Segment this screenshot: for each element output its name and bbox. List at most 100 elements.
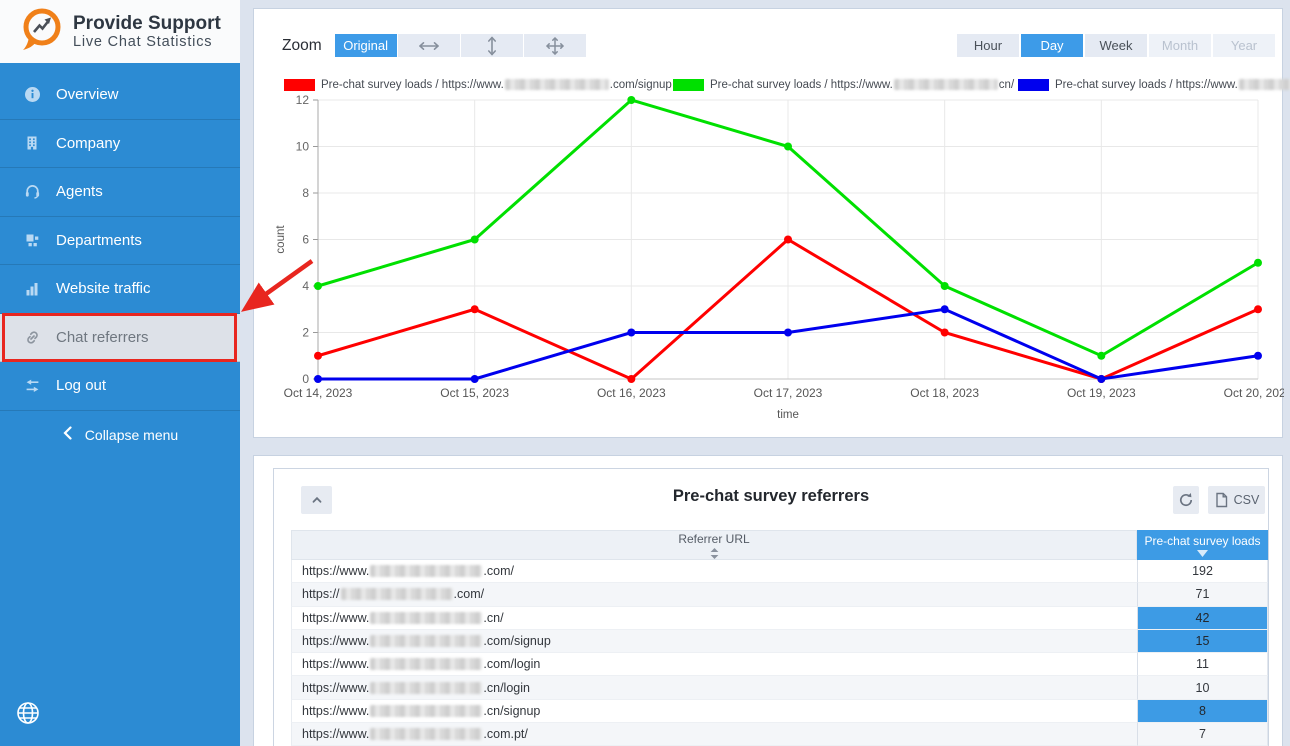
sidebar-item-company[interactable]: Company xyxy=(0,120,240,168)
redacted-url-segment xyxy=(893,79,998,91)
sidebar-item-label: Company xyxy=(56,134,121,152)
table-row: https://www. .cn/signup 8 xyxy=(291,699,1268,724)
legend-item[interactable]: Pre-chat survey loads / https://www. .com… xyxy=(284,79,672,91)
refresh-icon xyxy=(1179,493,1193,507)
sidebar-item-agents[interactable]: Agents xyxy=(0,168,240,217)
redacted-url-segment xyxy=(370,611,483,624)
sidebar-item-log-out[interactable]: Log out xyxy=(0,362,240,411)
link-icon xyxy=(23,328,41,346)
referrer-url-cell: https://.com/ xyxy=(291,583,1137,607)
referrer-url-cell: https://www. .com/ xyxy=(291,560,1137,584)
bar-chart-icon xyxy=(23,280,41,298)
svg-text:Oct 20, 2023: Oct 20, 2023 xyxy=(1224,386,1284,400)
sidebar-item-label: Departments xyxy=(56,231,142,249)
table-row: https://www. .cn/42 xyxy=(291,606,1268,630)
survey-loads-cell: 192 xyxy=(1137,560,1268,584)
sidebar-item-label: Chat referrers xyxy=(56,328,149,346)
svg-text:Oct 19, 2023: Oct 19, 2023 xyxy=(1067,386,1136,400)
main-content: Zoom Original Hour Day Week Month Year Pre-c… xyxy=(240,0,1290,746)
svg-text:10: 10 xyxy=(296,140,310,154)
table-row: https://www. .com/192 xyxy=(291,560,1268,584)
departments-icon xyxy=(23,231,41,249)
sidebar-item-label: Agents xyxy=(56,183,103,201)
survey-loads-cell: 7 xyxy=(1137,723,1268,746)
logout-icon xyxy=(23,377,41,395)
sidebar-nav: Overview Company Agents Departments Website … xyxy=(0,71,240,411)
survey-loads-cell: 42 xyxy=(1137,606,1268,630)
zoom-free-icon xyxy=(545,36,565,56)
survey-loads-cell: 11 xyxy=(1137,653,1268,677)
line-chart[interactable]: 0 2 4 6 8 10 12 Oct 14, 2023 Oct 15, 2023 Oct 16,… xyxy=(254,94,1284,434)
table-panel: Pre-chat survey referrers CSV xyxy=(253,455,1283,746)
referrer-url-cell: https://www. .cn/login xyxy=(291,676,1137,700)
sidebar-item-label: Website traffic xyxy=(56,280,151,298)
panel-collapse-button[interactable] xyxy=(301,486,332,514)
redacted-url-segment xyxy=(370,565,483,578)
zoom-label: Zoom xyxy=(282,36,322,54)
chevron-up-icon xyxy=(312,496,321,503)
table-title: Pre-chat survey referrers xyxy=(672,487,870,505)
app-logo: Provide Support Live Chat Statistics xyxy=(0,0,240,63)
svg-text:8: 8 xyxy=(302,186,309,200)
globe-icon[interactable] xyxy=(15,700,43,728)
zoom-original-button[interactable]: Original xyxy=(334,34,397,57)
export-csv-button[interactable]: CSV xyxy=(1208,486,1265,514)
zoom-zoom-vertical-button[interactable] xyxy=(460,34,523,57)
svg-text:count: count xyxy=(275,225,287,254)
svg-text:Oct 14, 2023: Oct 14, 2023 xyxy=(284,386,353,400)
zoom-horizontal-icon xyxy=(417,40,441,52)
collapse-menu-button[interactable]: Collapse menu xyxy=(0,411,240,459)
survey-loads-cell: 10 xyxy=(1137,676,1268,700)
survey-loads-cell: 15 xyxy=(1137,629,1268,654)
column-header-survey-loads[interactable]: Pre-chat survey loads xyxy=(1137,530,1268,560)
range-button-year: Year xyxy=(1213,34,1275,57)
refresh-button[interactable] xyxy=(1173,486,1199,514)
legend-label: Pre-chat survey loads / https://www..cn/… xyxy=(1055,79,1290,91)
zoom-zoom-free-button[interactable] xyxy=(523,34,586,57)
legend-swatch xyxy=(284,79,315,91)
zoom-toolbar: Zoom Original xyxy=(282,34,586,57)
legend-item[interactable]: Pre-chat survey loads / https://www..cn/… xyxy=(1018,79,1290,91)
redacted-url-segment xyxy=(1238,79,1290,91)
sidebar-item-overview[interactable]: Overview xyxy=(0,71,240,120)
table-row: https://.com/71 xyxy=(291,583,1268,607)
svg-text:Oct 17, 2023: Oct 17, 2023 xyxy=(754,386,823,400)
survey-loads-cell: 8 xyxy=(1137,699,1268,724)
redacted-url-segment xyxy=(370,704,483,717)
range-button-hour[interactable]: Hour xyxy=(957,34,1019,57)
referrers-table: Referrer URL Pre-chat survey loads https… xyxy=(291,530,1268,746)
legend-label: Pre-chat survey loads / https://www. cn/ xyxy=(710,79,1015,91)
referrer-url-cell: https://www. .com/login xyxy=(291,653,1137,677)
zoom-zoom-horizontal-button[interactable] xyxy=(397,34,460,57)
sidebar-item-website-traffic[interactable]: Website traffic xyxy=(0,265,240,314)
range-button-week[interactable]: Week xyxy=(1085,34,1147,57)
table-row: https://www. .com/signup 15 xyxy=(291,629,1268,654)
redacted-url-segment xyxy=(370,658,483,671)
legend-swatch xyxy=(1018,79,1049,91)
logo-title: Provide Support xyxy=(73,12,221,34)
referrer-url-cell: https://www. .com/signup xyxy=(291,629,1137,654)
redacted-url-segment xyxy=(370,635,483,648)
table-row: https://www. .cn/login 10 xyxy=(291,676,1268,700)
svg-text:Oct 15, 2023: Oct 15, 2023 xyxy=(440,386,509,400)
sidebar-item-departments[interactable]: Departments xyxy=(0,217,240,265)
table-row: https://www. .com.pt/7 xyxy=(291,723,1268,746)
building-icon xyxy=(23,134,41,152)
legend-item[interactable]: Pre-chat survey loads / https://www. cn/ xyxy=(673,79,1014,91)
legend-label: Pre-chat survey loads / https://www. .com… xyxy=(321,79,672,91)
sidebar: Provide Support Live Chat Statistics Ove… xyxy=(0,0,240,746)
provide-support-logo-icon xyxy=(18,6,64,57)
sort-both-icon xyxy=(710,547,718,559)
collapse-menu-label: Collapse menu xyxy=(84,426,179,443)
range-button-day[interactable]: Day xyxy=(1021,34,1083,57)
svg-text:0: 0 xyxy=(302,372,309,386)
referrer-url-cell: https://www. .cn/ xyxy=(291,606,1137,630)
svg-text:Oct 16, 2023: Oct 16, 2023 xyxy=(597,386,666,400)
referrer-url-cell: https://www. .com.pt/ xyxy=(291,723,1137,746)
sidebar-item-chat-referrers[interactable]: Chat referrers xyxy=(0,313,240,362)
range-button-month: Month xyxy=(1149,34,1211,57)
table-row: https://www. .com/login 11 xyxy=(291,653,1268,677)
headset-icon xyxy=(23,183,41,201)
column-header-referrer-url[interactable]: Referrer URL xyxy=(291,530,1137,560)
table-panel-inner: Pre-chat survey referrers CSV xyxy=(273,468,1269,746)
